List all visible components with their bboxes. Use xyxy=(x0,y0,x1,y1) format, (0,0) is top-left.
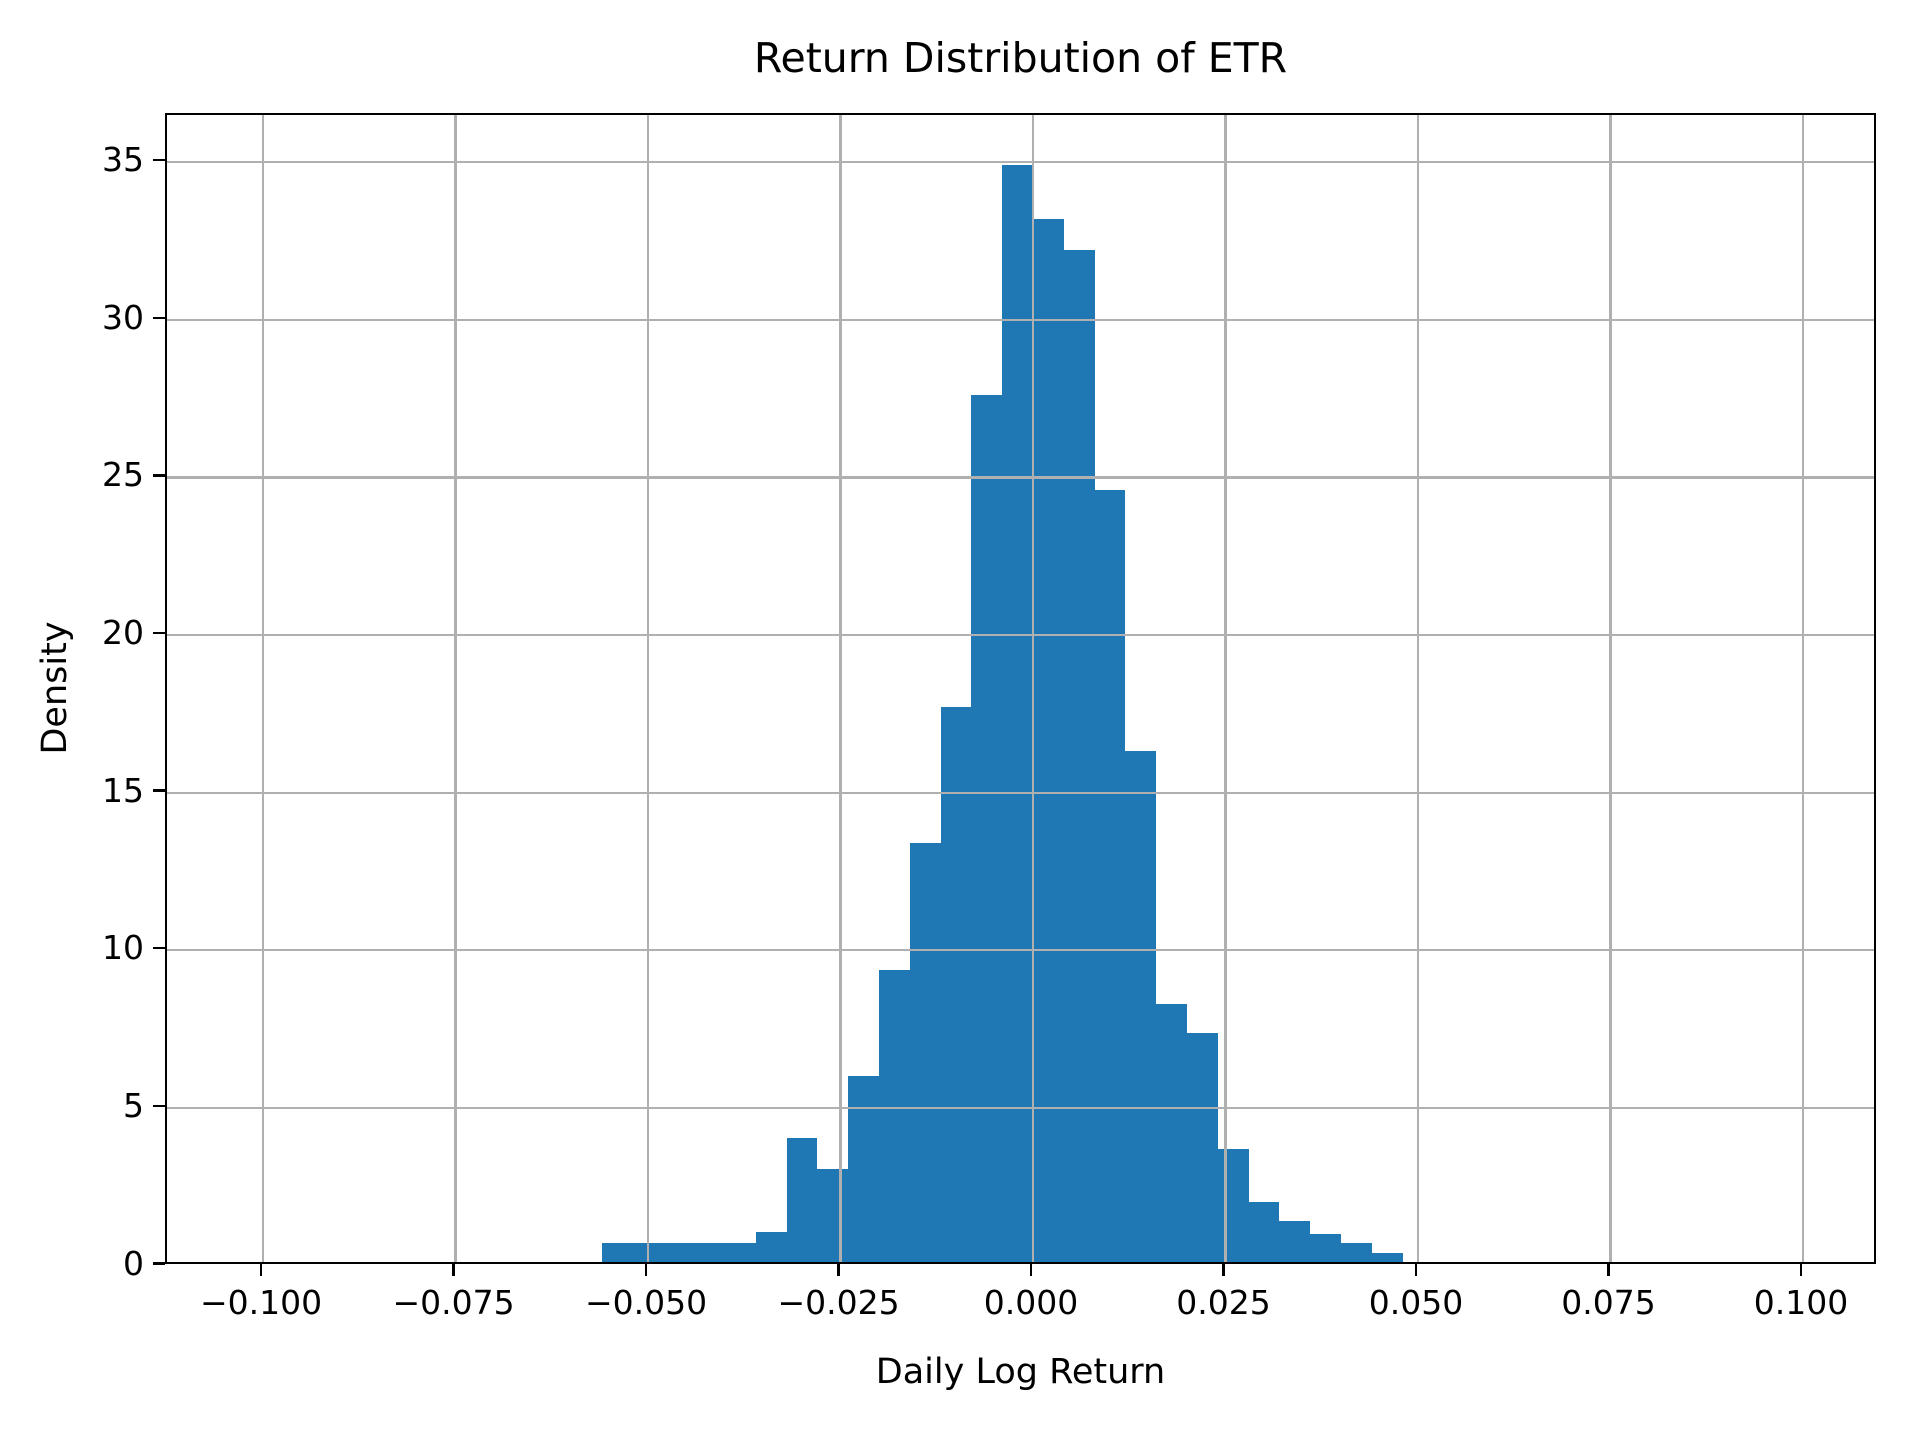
histogram-bar xyxy=(1310,1233,1341,1262)
y-tick-label: 15 xyxy=(102,770,144,810)
y-tick-label: 30 xyxy=(102,297,144,337)
x-tick-mark xyxy=(644,1263,648,1276)
histogram-bar xyxy=(940,707,972,1262)
y-tick-mark xyxy=(153,789,165,792)
y-tick-label: 10 xyxy=(102,928,144,968)
histogram-bar xyxy=(1217,1148,1249,1262)
y-gridline xyxy=(167,791,1874,794)
histogram-bar xyxy=(1125,751,1157,1262)
x-gridline xyxy=(1416,115,1420,1262)
plot-area xyxy=(165,113,1876,1264)
y-tick-label: 25 xyxy=(102,455,144,495)
histogram-bar xyxy=(694,1243,725,1262)
x-tick-label: −0.100 xyxy=(199,1282,323,1322)
x-tick-mark xyxy=(1029,1263,1033,1276)
histogram-bar xyxy=(663,1243,695,1262)
y-tick-label: 35 xyxy=(102,140,144,180)
histogram-bar xyxy=(1156,1003,1187,1262)
y-gridline xyxy=(167,1106,1874,1109)
x-tick-mark xyxy=(1222,1263,1225,1276)
x-tick-mark xyxy=(1607,1263,1610,1276)
x-tick-label: 0.050 xyxy=(1368,1282,1464,1322)
y-gridline xyxy=(167,633,1874,637)
histogram-bar xyxy=(1371,1252,1403,1262)
x-tick-label: −0.025 xyxy=(777,1282,900,1322)
y-tick-mark xyxy=(153,1104,165,1108)
y-gridline xyxy=(167,161,1874,164)
x-tick-mark xyxy=(452,1263,455,1276)
x-tick-label: −0.050 xyxy=(584,1282,708,1322)
histogram-bar xyxy=(786,1137,818,1262)
histogram-bar xyxy=(1341,1243,1372,1262)
histogram-bar xyxy=(725,1243,756,1262)
x-gridline xyxy=(1224,115,1227,1262)
histogram-bar xyxy=(1248,1202,1280,1262)
x-axis-label: Daily Log Return xyxy=(875,1352,1166,1392)
x-gridline xyxy=(1801,115,1805,1262)
y-tick-mark xyxy=(153,159,165,162)
x-gridline xyxy=(1609,115,1612,1262)
y-tick-label: 20 xyxy=(102,613,144,653)
x-tick-mark xyxy=(259,1263,263,1276)
y-tick-mark xyxy=(153,474,165,477)
x-gridline xyxy=(839,115,842,1262)
x-gridline xyxy=(261,115,265,1262)
histogram-bar xyxy=(755,1232,787,1262)
histogram-bar xyxy=(1063,250,1095,1262)
x-tick-mark xyxy=(1414,1263,1418,1276)
x-tick-label: −0.075 xyxy=(392,1282,515,1322)
histogram-bar xyxy=(601,1243,633,1262)
x-tick-label: 0.100 xyxy=(1753,1282,1849,1322)
histogram-bar xyxy=(1094,489,1126,1262)
histogram-bar xyxy=(971,395,1003,1262)
histogram-bar xyxy=(848,1076,879,1262)
x-tick-mark xyxy=(837,1263,840,1276)
x-tick-mark xyxy=(1799,1263,1803,1276)
histogram-bar xyxy=(817,1169,849,1262)
histogram-bar xyxy=(909,842,941,1262)
histogram-bar xyxy=(1033,218,1064,1262)
y-tick-mark xyxy=(153,947,165,950)
x-tick-label: 0.025 xyxy=(1176,1282,1271,1322)
histogram-bar xyxy=(1187,1033,1218,1262)
y-tick-mark xyxy=(153,316,165,320)
y-gridline xyxy=(167,949,1874,952)
y-tick-label: 0 xyxy=(123,1243,144,1283)
y-gridline xyxy=(167,318,1874,321)
x-tick-label: 0.075 xyxy=(1561,1282,1656,1322)
chart-title: Return Distribution of ETR xyxy=(753,34,1288,82)
x-tick-label: 0.000 xyxy=(983,1282,1079,1322)
x-gridline xyxy=(646,115,650,1262)
histogram-bar xyxy=(1279,1221,1311,1262)
y-tick-mark xyxy=(153,1262,165,1265)
y-tick-label: 5 xyxy=(123,1085,144,1125)
y-tick-mark xyxy=(153,631,165,635)
histogram-bar xyxy=(1002,165,1033,1262)
x-gridline xyxy=(1031,115,1035,1262)
x-gridline xyxy=(454,115,457,1262)
histogram-bar xyxy=(879,970,910,1262)
y-gridline xyxy=(167,476,1874,479)
